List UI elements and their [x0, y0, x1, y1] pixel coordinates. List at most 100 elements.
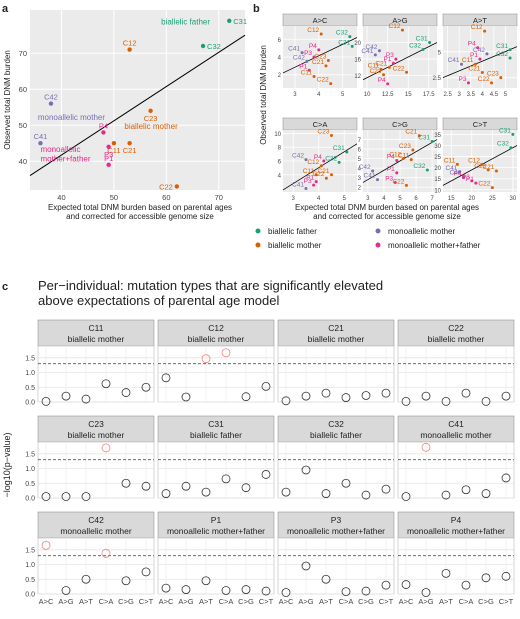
- y-tick-label: 25: [434, 155, 441, 161]
- data-point-A>G: [421, 391, 431, 401]
- point-label-C11: C11: [107, 146, 120, 155]
- facet-strip: [397, 319, 515, 347]
- y-tick-label: 7: [358, 138, 362, 144]
- data-point-C42: [371, 169, 375, 173]
- point-label-P3: P3: [385, 175, 393, 182]
- data-point-C>A: [461, 580, 471, 590]
- data-point-C41: [300, 51, 304, 55]
- y-tick-label: 16: [354, 58, 361, 64]
- point-label-C11: C11: [462, 57, 474, 64]
- data-point-A>T: [321, 489, 331, 498]
- point-label-P3: P3: [304, 178, 312, 185]
- data-point-C>T: [501, 571, 511, 581]
- data-point-A>T: [81, 394, 91, 404]
- point-label-C32: C32: [336, 30, 348, 37]
- data-point-P1: [474, 181, 478, 185]
- x-tick-label: 20: [468, 196, 475, 202]
- x-tick-label: C>A: [99, 597, 114, 606]
- data-point-C11: [409, 158, 413, 162]
- data-point-C32: [508, 56, 512, 60]
- x-tick-label: C>T: [379, 597, 394, 606]
- point-label-C41: C41: [34, 132, 48, 141]
- x-tick-label: 60: [162, 193, 170, 202]
- facet-id: P1: [211, 515, 222, 525]
- y-tick-label: 2: [358, 186, 362, 192]
- y-tick-label: 70: [19, 49, 27, 58]
- data-point-A>C: [161, 373, 171, 383]
- data-point-C>G: [121, 478, 131, 488]
- point-label-C23: C23: [314, 54, 326, 61]
- point-label-P4: P4: [378, 77, 386, 84]
- legend-swatch: [375, 228, 381, 234]
- y-tick-label: 1.0: [25, 562, 35, 569]
- x-tick-label: 4.5: [490, 92, 499, 98]
- legend: biallelic father monoallelic mother bialle…: [255, 227, 481, 250]
- facet-group: biallelic mother: [188, 334, 245, 344]
- data-point-C41: [375, 178, 379, 182]
- data-point-A>G: [181, 481, 191, 491]
- data-point-C11: [473, 62, 477, 66]
- data-point-A>C: [401, 492, 411, 501]
- y-tick-label: 20: [434, 166, 441, 172]
- y-tick-label: 1.5: [25, 355, 35, 362]
- data-point-A>T: [81, 574, 91, 584]
- facet-plot-area: [277, 441, 395, 499]
- panel-b-ylabel: Observed total DNM burden: [259, 45, 268, 145]
- panel-b-xlabel: Expected total DNM burden based on paren…: [295, 203, 479, 221]
- data-point-C21: [329, 173, 333, 177]
- point-label-C12: C12: [389, 23, 401, 30]
- point-label-P3: P3: [304, 50, 312, 57]
- group-annotation: biallelic mother: [124, 122, 178, 131]
- point-label-P3: P3: [386, 52, 394, 59]
- data-point-C>A: [221, 586, 231, 595]
- facet-plot-area: [37, 441, 155, 499]
- data-point-A>C: [41, 492, 51, 501]
- data-point-A>G: [181, 392, 191, 402]
- data-point-C>G: [121, 388, 131, 397]
- data-point-C>A: [341, 587, 351, 597]
- data-point-C21: [324, 64, 328, 68]
- data-point-C23: [382, 73, 386, 77]
- point-label-C11: C11: [398, 153, 410, 160]
- y-tick-label: 1.0: [25, 370, 35, 377]
- facet-group: biallelic father: [310, 430, 362, 440]
- legend-label: monoallelic mother: [388, 227, 455, 236]
- x-tick-label: 25: [489, 196, 496, 202]
- x-tick-label: 30: [510, 196, 517, 202]
- data-point-A>C: [401, 580, 411, 589]
- data-point-C22: [174, 184, 180, 189]
- point-label-C32: C32: [325, 155, 337, 162]
- x-tick-label: 3: [292, 196, 296, 202]
- data-point-C22: [490, 186, 494, 190]
- data-point-A>C: [161, 489, 171, 498]
- point-label-C42: C42: [44, 93, 58, 102]
- x-tick-label: C>G: [238, 597, 254, 606]
- data-point-P3: [393, 180, 397, 184]
- point-label-C11: C11: [301, 69, 313, 76]
- facet-strip: [157, 319, 275, 347]
- y-tick-label: 12: [354, 74, 361, 80]
- data-point-C22: [329, 82, 333, 86]
- y-tick-label: 2: [278, 73, 282, 79]
- x-tick-label: 12.5: [382, 92, 394, 98]
- data-point-C31: [508, 48, 512, 52]
- y-tick-label: 4: [278, 173, 282, 179]
- data-point-P3: [470, 179, 474, 183]
- data-point-C>A: [461, 485, 471, 495]
- data-point-C>G: [361, 391, 371, 400]
- facet-group: monoallelic mother+father: [167, 526, 265, 536]
- data-point-C21: [417, 134, 421, 138]
- x-tick-label: 4: [481, 92, 485, 98]
- trend-line: [282, 37, 358, 74]
- facet-strip: [277, 511, 395, 539]
- data-point-C22: [490, 81, 494, 85]
- point-label-C23: C23: [144, 114, 158, 123]
- y-tick-label: 6: [278, 160, 282, 166]
- point-label-C23: C23: [474, 163, 486, 170]
- legend-swatch: [255, 242, 261, 248]
- data-point-C12: [319, 32, 323, 36]
- x-tick-label: A>C: [399, 597, 414, 606]
- facet-id: C12: [208, 323, 224, 333]
